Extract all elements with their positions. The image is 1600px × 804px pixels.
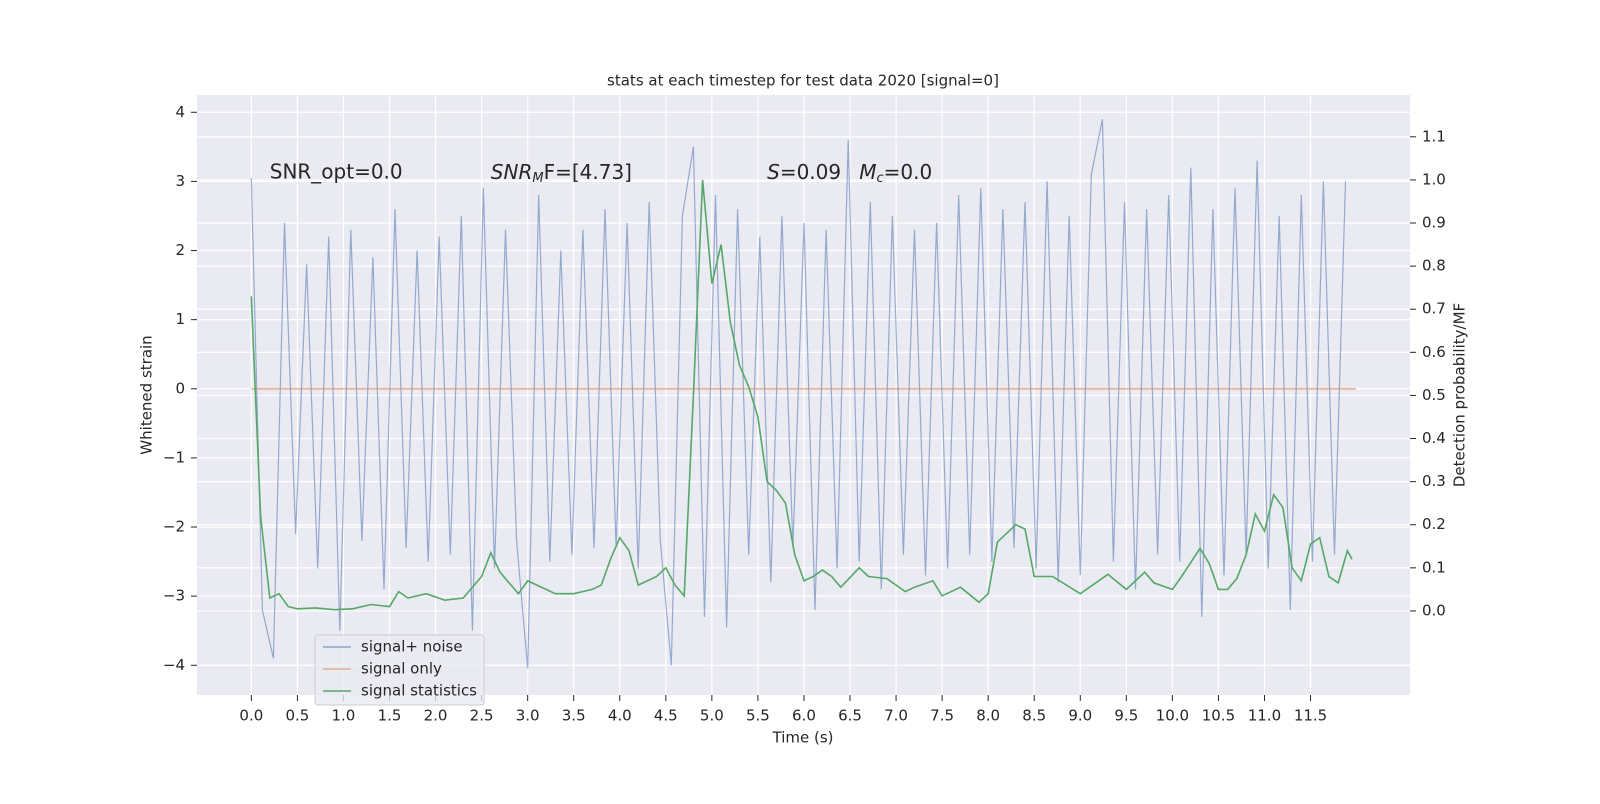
x-tick-label: 7.0 <box>884 707 908 725</box>
annotation: S=0.09 <box>767 160 841 184</box>
y2-tick-label: 0.4 <box>1422 429 1446 447</box>
y2-tick-label: 0.2 <box>1422 515 1446 533</box>
y2-tick-label: 0.1 <box>1422 558 1446 576</box>
y2-tick-label: 0.3 <box>1422 472 1446 490</box>
annotation: SNR_opt=0.0 <box>270 160 403 184</box>
x-tick-label: 1.5 <box>378 707 402 725</box>
legend-box <box>314 634 485 706</box>
annotation-part: M <box>532 171 543 186</box>
y-tick-label: −4 <box>163 656 185 674</box>
x-tick-label: 8.0 <box>976 707 1000 725</box>
y2-tick-label: 1.1 <box>1422 127 1446 145</box>
x-tick-label: 4.0 <box>608 707 632 725</box>
series-line <box>250 119 1347 669</box>
x-tick-label: 1.0 <box>332 707 356 725</box>
x-tick-label: 2.0 <box>424 707 448 725</box>
y2-tick-label: 0.6 <box>1422 343 1446 361</box>
x-tick-label: 3.5 <box>562 707 586 725</box>
y-tick-label: 1 <box>175 310 185 328</box>
annotation-part: c <box>876 171 883 186</box>
x-tick-label: 0.5 <box>285 707 309 725</box>
y2-tick-label: 0.0 <box>1422 601 1446 619</box>
y-tick-label: −3 <box>163 587 185 605</box>
y2-axis-label: Detection probability/MF <box>1451 303 1469 487</box>
annotation-part: S <box>767 160 780 184</box>
x-axis-label: Time (s) <box>772 729 834 747</box>
x-tick-label: 9.0 <box>1068 707 1092 725</box>
x-tick-label: 8.5 <box>1022 707 1046 725</box>
y2-tick-label: 0.9 <box>1422 214 1446 232</box>
y2-tick-label: 0.7 <box>1422 300 1446 318</box>
y-tick-label: 4 <box>175 103 185 121</box>
x-tick-label: 0.0 <box>239 707 263 725</box>
x-tick-label: 11.5 <box>1294 707 1327 725</box>
annotation-part: =0.0 <box>884 160 933 184</box>
y-axis-label: Whitened strain <box>138 335 156 454</box>
y2-tick-label: 1.0 <box>1422 170 1446 188</box>
annotation-part: M <box>859 160 876 184</box>
x-tick-label: 10.5 <box>1202 707 1235 725</box>
x-tick-label: 7.5 <box>930 707 954 725</box>
x-tick-label: 5.5 <box>746 707 770 725</box>
x-tick-label: 11.0 <box>1248 707 1281 725</box>
annotation-part: SNR <box>491 160 533 184</box>
chart-title: stats at each timestep for test data 202… <box>607 72 999 90</box>
annotation-part: =0.09 <box>780 160 841 184</box>
y-tick-label: 3 <box>175 172 185 190</box>
annotation: Mc=0.0 <box>859 160 932 186</box>
legend-label: signal+ noise <box>361 638 463 656</box>
annotation-part: F=[4.73] <box>544 160 632 184</box>
x-tick-label: 4.5 <box>654 707 678 725</box>
grid <box>197 95 1410 695</box>
series-line <box>250 179 1353 611</box>
x-tick-label: 5.0 <box>700 707 724 725</box>
y-tick-label: −1 <box>163 448 185 466</box>
x-tick-label: 3.0 <box>516 707 540 725</box>
x-tick-label: 6.0 <box>792 707 816 725</box>
x-tick-label: 6.5 <box>838 707 862 725</box>
y-tick-label: 0 <box>175 379 185 397</box>
y2-tick-label: 0.8 <box>1422 257 1446 275</box>
x-tick-label: 9.5 <box>1114 707 1138 725</box>
annotation: SNRMF=[4.73] <box>491 160 632 186</box>
y2-tick-label: 0.5 <box>1422 386 1446 404</box>
x-tick-label: 2.5 <box>470 707 494 725</box>
x-tick-label: 10.0 <box>1156 707 1189 725</box>
legend-label: signal statistics <box>361 682 477 700</box>
y-tick-label: 2 <box>175 241 185 259</box>
legend-label: signal only <box>361 660 442 678</box>
y-tick-label: −2 <box>163 518 185 536</box>
